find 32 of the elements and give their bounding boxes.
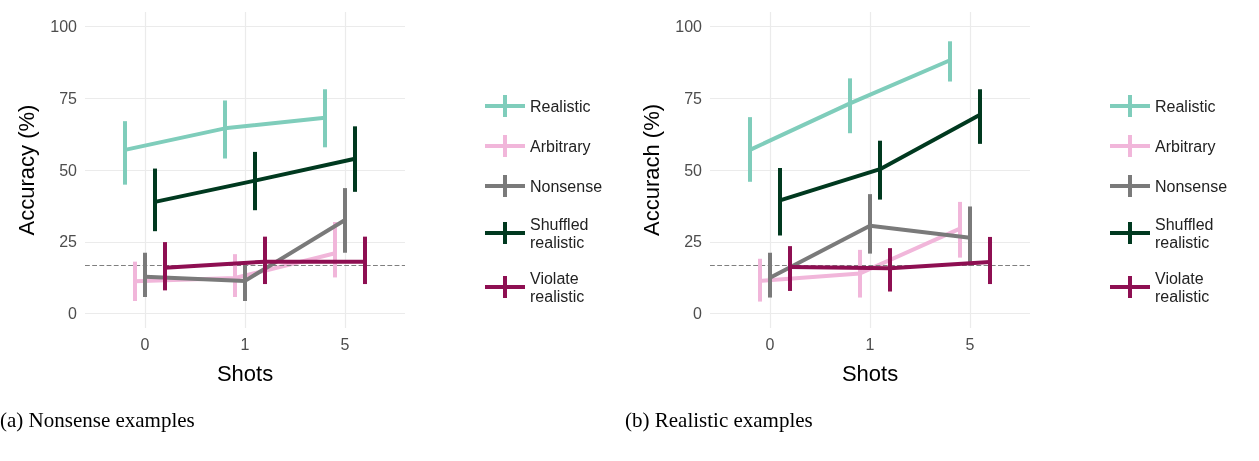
- text: (b) Realistic examples: [625, 408, 814, 433]
- x-tick-label: 0: [140, 335, 150, 353]
- y-tick-label: 25: [684, 233, 703, 251]
- x-tick-label: 5: [340, 335, 350, 353]
- legend-label: Arbitrary: [530, 137, 591, 155]
- x-axis-title: Shots: [841, 360, 899, 386]
- legend-label: Shuffled realistic: [1155, 215, 1218, 251]
- y-tick-label: 0: [693, 305, 703, 323]
- y-axis-title: Accuracy (%): [13, 104, 39, 236]
- legend-label: Violate realistic: [530, 269, 585, 305]
- y-axis-title: Accurach (%): [638, 103, 664, 237]
- y-tick-label: 75: [684, 89, 703, 107]
- legend-label: Realistic: [530, 97, 591, 115]
- x-tick-label: 1: [865, 335, 875, 353]
- x-tick-label: 0: [765, 335, 775, 353]
- y-tick-label: 50: [684, 161, 703, 179]
- x-tick-label: 5: [965, 335, 975, 353]
- y-tick-label: 75: [59, 89, 78, 107]
- x-tick-label: 1: [240, 335, 250, 353]
- y-tick-label: 0: [68, 305, 78, 323]
- y-tick-label: 100: [675, 17, 703, 35]
- legend-label: Arbitrary: [1155, 137, 1216, 155]
- legend-label: Nonsense: [1155, 177, 1228, 195]
- legend-label: Shuffled realistic: [530, 215, 593, 251]
- text: (a) Nonsense examples: [0, 408, 196, 433]
- x-axis-title: Shots: [216, 360, 274, 386]
- y-tick-label: 100: [50, 17, 78, 35]
- legend-label: Realistic: [1155, 97, 1216, 115]
- y-tick-label: 50: [59, 161, 78, 179]
- legend-label: Nonsense: [530, 177, 603, 195]
- legend-label: Violate realistic: [1155, 269, 1210, 305]
- y-tick-label: 25: [59, 233, 78, 251]
